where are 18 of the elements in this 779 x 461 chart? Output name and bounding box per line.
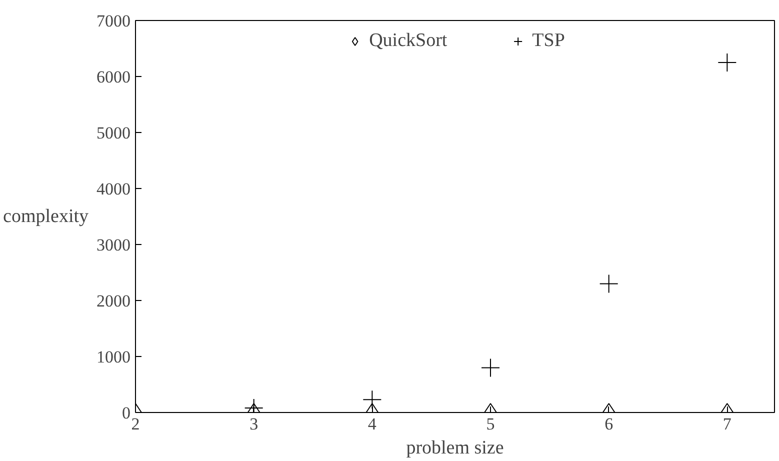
x-tick-label: 3	[250, 414, 258, 434]
x-tick-label: 5	[486, 414, 495, 434]
legend-label: TSP	[532, 30, 565, 52]
y-tick-label: 3000	[96, 236, 130, 254]
y-tick-label: 4000	[96, 180, 130, 198]
legend-label: QuickSort	[369, 30, 448, 52]
y-tick-label: 0	[122, 404, 130, 422]
x-axis-title: problem size	[406, 438, 504, 458]
x-tick-label: 7	[722, 414, 732, 434]
y-axis-title: complexity	[3, 206, 89, 227]
x-tick-label: 2	[131, 414, 140, 434]
y-tick-label: 7000	[96, 12, 130, 30]
y-tick-label: 1000	[96, 348, 130, 366]
x-tick-label: 4	[368, 414, 377, 434]
y-tick-label: 2000	[96, 292, 130, 310]
y-tick-label: 5000	[96, 124, 130, 142]
x-tick-label: 6	[604, 414, 614, 434]
y-tick-label: 6000	[96, 68, 130, 86]
